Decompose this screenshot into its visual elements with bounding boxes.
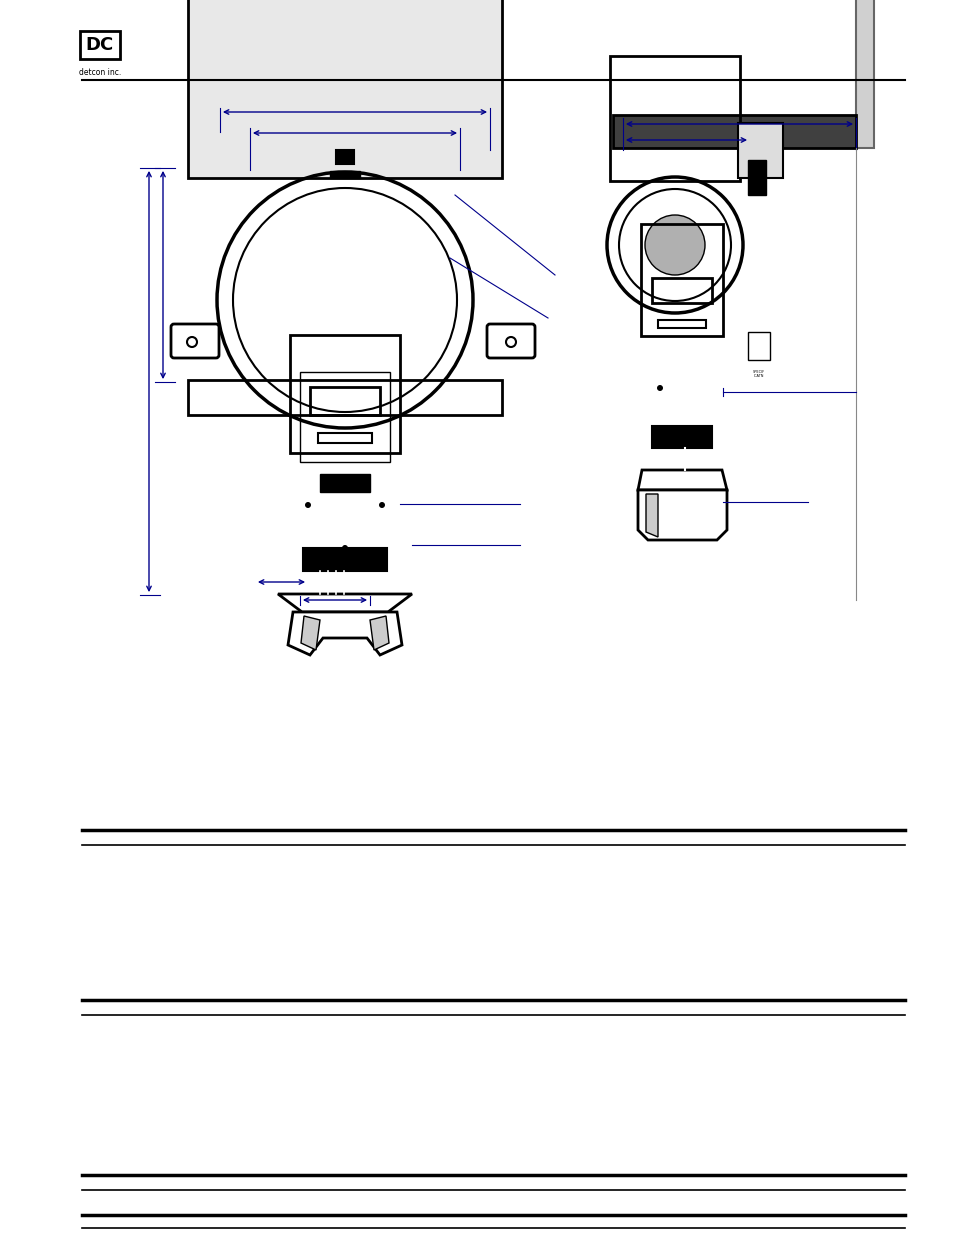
Text: detcon inc.: detcon inc. — [79, 68, 121, 77]
FancyBboxPatch shape — [171, 324, 219, 358]
Polygon shape — [645, 494, 658, 537]
Bar — [651, 426, 711, 448]
Bar — [335, 149, 354, 164]
Bar — [290, 335, 399, 453]
Polygon shape — [301, 616, 319, 650]
Text: SPECIF
ICATN: SPECIF ICATN — [752, 369, 764, 378]
Bar — [188, 0, 501, 178]
Bar — [188, 380, 501, 415]
Circle shape — [657, 385, 662, 391]
Polygon shape — [288, 613, 401, 655]
Bar — [658, 320, 705, 329]
Polygon shape — [370, 616, 389, 650]
Bar — [303, 548, 387, 571]
Bar — [651, 278, 711, 303]
Bar — [310, 387, 379, 415]
Bar — [218, 137, 472, 175]
Bar — [747, 332, 769, 359]
Circle shape — [644, 215, 704, 275]
FancyBboxPatch shape — [486, 324, 535, 358]
Bar — [609, 56, 740, 182]
Bar — [317, 433, 372, 443]
Circle shape — [378, 501, 385, 508]
Bar — [747, 161, 765, 195]
Bar — [738, 124, 782, 178]
Bar — [613, 115, 855, 148]
Bar — [299, 372, 390, 462]
Polygon shape — [638, 490, 726, 540]
Bar — [855, 0, 873, 148]
Circle shape — [305, 501, 311, 508]
Text: DC: DC — [86, 36, 114, 54]
Bar — [640, 224, 722, 336]
Bar — [330, 170, 359, 178]
Bar — [319, 474, 370, 492]
Circle shape — [341, 545, 348, 551]
